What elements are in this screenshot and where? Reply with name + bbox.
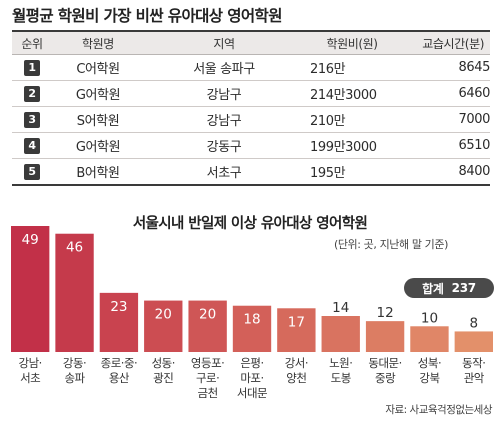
rank-cell: 5: [12, 163, 52, 180]
category-label: 송파: [64, 371, 85, 385]
header-academy: 학원명: [82, 36, 114, 51]
bar-value-label: 49: [22, 232, 39, 248]
category-label: 은평·: [240, 356, 263, 370]
rank-cell: 3: [12, 111, 52, 128]
rank-badge: 5: [24, 163, 40, 180]
bar-value-label: 8: [470, 315, 479, 331]
hours-cell: 8645: [458, 60, 491, 75]
rank-cell: 2: [12, 85, 52, 102]
hours-cell: 6510: [458, 138, 491, 153]
header-hours: 교습시간(분): [422, 36, 484, 51]
bar: [144, 300, 183, 352]
fee-cell: 199만3000: [310, 140, 377, 155]
category-label: 금천: [198, 386, 218, 400]
bar-value-label: 14: [332, 300, 349, 316]
category-label: 노원·: [329, 356, 352, 370]
bar-value-label: 12: [376, 305, 393, 321]
category-label: 구로·: [196, 371, 219, 385]
bar: [99, 292, 139, 352]
category-label: 동대문·: [368, 356, 401, 370]
category-label: 강서·: [285, 356, 308, 370]
category-label: 강북: [419, 371, 439, 385]
source-note: 자료: 사교육걱정없는세상: [385, 404, 492, 416]
academy-cell: G어학원: [75, 140, 121, 155]
rank-cell: 4: [12, 137, 52, 154]
hours-cell: 7000: [458, 112, 491, 127]
header-fee: 학원비(원): [326, 36, 378, 51]
bar-value-label: 10: [421, 310, 438, 326]
bar: [11, 226, 50, 352]
category-label: 관악: [464, 371, 485, 385]
category-label: 강동·: [63, 356, 86, 370]
category-label: 동작·: [462, 356, 485, 370]
fee-cell: 195만: [310, 166, 346, 181]
rank-badge: 3: [24, 111, 40, 128]
academy-cell: S어학원: [76, 114, 120, 129]
table-header: 순위 학원명 지역 학원비(원) 교습시간(분): [12, 30, 490, 55]
hours-cell: 6460: [458, 86, 491, 101]
table-row: 4 G어학원 강동구 199만3000 6510: [12, 133, 490, 159]
chart-title: 서울시내 반일제 이상 유아대상 영어학원: [132, 216, 368, 232]
bar-value-label: 18: [243, 312, 260, 328]
rank-badge: 2: [24, 85, 40, 102]
page-title: 월평균 학원비 가장 비싼 유아대상 영어학원: [12, 7, 282, 25]
unit-note: (단위: 곳, 지난해 말 기준): [333, 238, 448, 251]
total-label: 합계: [422, 281, 444, 296]
academy-cell: C어학원: [76, 62, 120, 77]
region-cell: 강남구: [206, 88, 242, 103]
category-label: 서대문: [237, 386, 267, 400]
bar-value-label: 23: [110, 299, 127, 315]
bar: [365, 321, 405, 352]
table-row: 3 S어학원 강남구 210만 7000: [12, 107, 490, 133]
bar-value-label: 46: [66, 240, 83, 256]
bar-value-label: 17: [288, 314, 305, 330]
bar: [55, 233, 94, 352]
bar-value-label: 20: [155, 307, 172, 323]
fee-cell: 210만: [310, 114, 346, 129]
bar: [188, 300, 227, 352]
category-label: 성동·: [152, 356, 175, 370]
category-label: 성북·: [418, 356, 441, 370]
category-label: 강남·: [19, 356, 42, 370]
fee-cell: 214만3000: [310, 88, 377, 103]
academy-cell: B어학원: [76, 166, 120, 181]
total-value: 237: [451, 281, 476, 295]
bar-value-label: 20: [199, 307, 216, 323]
bar: [321, 316, 360, 352]
rank-badge: 4: [24, 137, 40, 154]
bar: [232, 305, 272, 352]
bar: [410, 326, 449, 352]
category-label: 서초: [20, 371, 40, 385]
category-label: 양천: [286, 371, 306, 385]
table-row: 5 B어학원 서초구 195만 8400: [12, 159, 490, 186]
fee-ranking-table: 순위 학원명 지역 학원비(원) 교습시간(분) 1 C어학원 서울 송파구 216만…: [12, 30, 490, 186]
category-label: 마포·: [240, 371, 263, 385]
region-cell: 서초구: [206, 166, 242, 181]
category-label: 중랑: [375, 371, 396, 385]
category-label: 종로·중·: [101, 356, 138, 370]
region-cell: 강남구: [206, 114, 242, 129]
rank-badge: 1: [24, 59, 40, 76]
region-cell: 서울 송파구: [193, 62, 255, 77]
region-cell: 강동구: [206, 140, 242, 155]
bar: [454, 331, 493, 352]
fee-cell: 216만: [310, 62, 346, 77]
bar: [277, 308, 316, 352]
total-badge: 합계 237: [404, 278, 494, 298]
category-label: 도봉: [331, 371, 351, 385]
category-label: 영등포·: [191, 356, 224, 370]
rank-cell: 1: [12, 59, 52, 76]
hours-cell: 8400: [458, 164, 491, 179]
category-label: 용산: [109, 371, 130, 385]
academy-cell: G어학원: [75, 88, 121, 103]
table-row: 1 C어학원 서울 송파구 216만 8645: [12, 55, 490, 81]
category-label: 광진: [153, 371, 173, 385]
table-row: 2 G어학원 강남구 214만3000 6460: [12, 81, 490, 107]
header-rank: 순위: [21, 36, 43, 51]
header-region: 지역: [213, 36, 235, 51]
